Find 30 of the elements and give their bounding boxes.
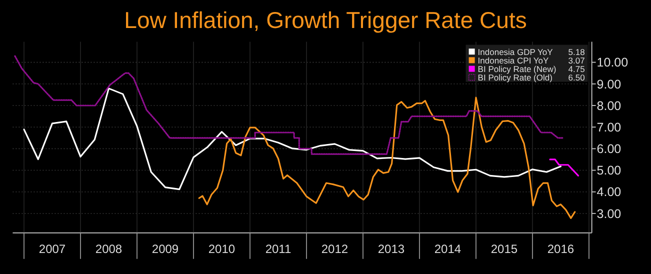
x-tick-label: 2015 [490,242,518,256]
line-series [23,88,562,190]
y-tick-label: 7.00 [596,120,622,134]
x-tick-label: 2013 [378,242,405,256]
x-tick-label: 2011 [265,242,292,256]
line-series [14,55,564,155]
legend-label: BI Policy Rate (New) [478,64,556,74]
line-series [198,96,576,220]
y-tick-label: 5.00 [596,164,622,178]
legend-label: Indonesia GDP YoY [478,46,554,57]
x-tick-label: 2012 [321,242,348,256]
y-tick-label: 8.00 [596,98,622,113]
y-tick-label: 4.00 [596,185,622,200]
x-tick-label: 2014 [434,242,462,256]
annotation: 4.75 [568,64,586,74]
legend-label: BI Policy Rate (Old) [478,72,553,83]
x-tick-label: 2008 [95,242,122,256]
annotation: 6.50 [568,72,586,83]
x-tick-label: 2007 [38,242,66,256]
x-tick-label: 2009 [152,242,179,256]
chart-title: Low Inflation, Growth Trigger Rate Cuts [124,7,527,33]
annotation: 5.18 [568,46,586,57]
legend-label: Indonesia CPI YoY [478,55,550,66]
x-tick-label: 2010 [208,242,236,256]
y-tick-label: 9.00 [596,77,622,92]
x-tick-label: 2016 [547,242,574,256]
y-tick-label: 10.00 [596,56,628,70]
y-tick-label: 3.00 [596,206,622,221]
y-tick-label: 6.00 [596,142,622,156]
annotation: 3.07 [568,55,586,66]
